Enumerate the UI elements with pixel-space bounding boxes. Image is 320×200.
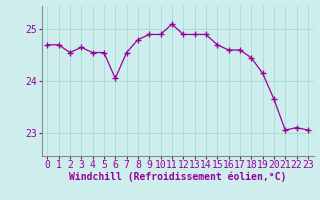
X-axis label: Windchill (Refroidissement éolien,°C): Windchill (Refroidissement éolien,°C) [69, 172, 286, 182]
